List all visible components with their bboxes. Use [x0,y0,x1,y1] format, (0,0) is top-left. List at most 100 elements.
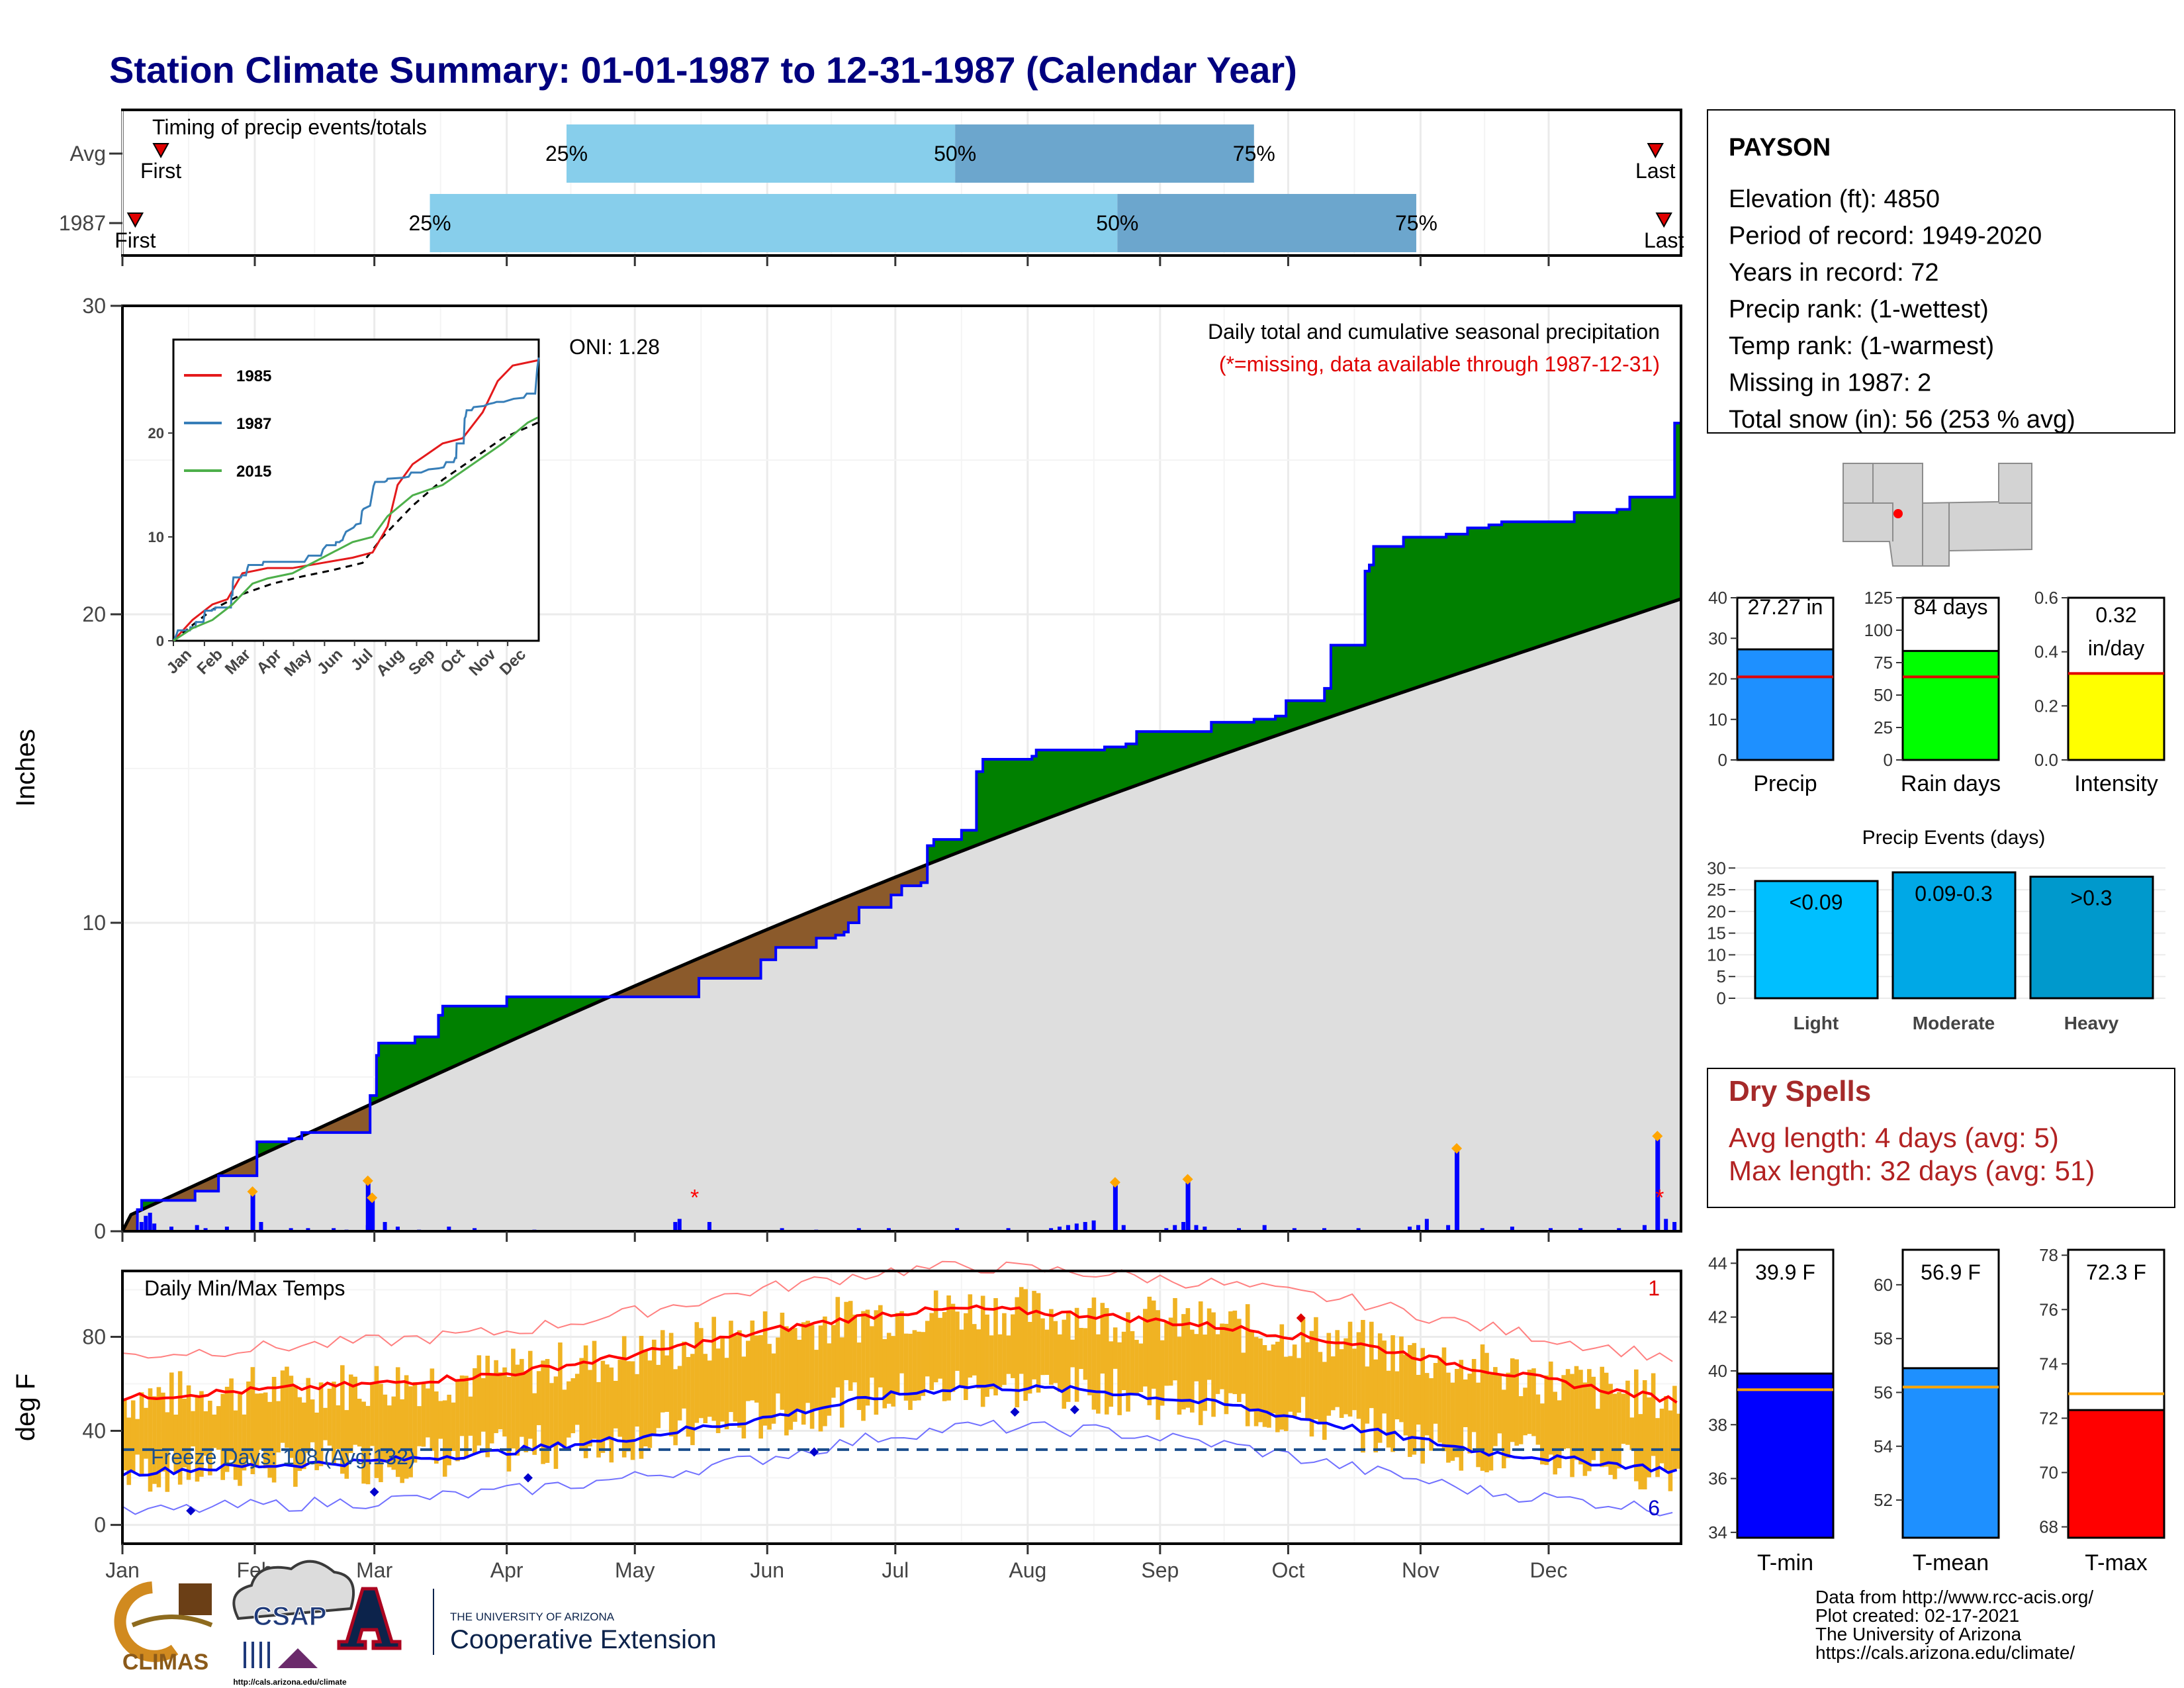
daily-precip-bar [447,1227,451,1231]
daily-temp-bar [942,1312,947,1401]
daily-temp-bar [527,1350,533,1439]
summary-bar-xlabel: Intensity [2074,771,2158,796]
inset-normal-line [173,422,539,642]
daily-temp-bar [340,1365,345,1474]
daily-temp-bar [1032,1291,1036,1380]
daily-temp-bar [289,1376,294,1458]
daily-temp-bar [1441,1347,1447,1452]
daily-temp-bar [182,1398,187,1468]
daily-temp-bar [929,1313,934,1390]
daily-temp-bar [673,1369,678,1446]
temp-ytick-label: 74 [2039,1354,2058,1374]
events-title: Precip Events (days) [1862,827,2046,849]
temp-ytick-label: 78 [2039,1245,2058,1265]
daily-temp-bar [758,1335,763,1439]
daily-temp-bar [1130,1331,1135,1395]
daily-temp-bar [908,1333,913,1410]
daily-temp-bar [1386,1370,1391,1448]
first-event-label: First [140,159,181,183]
daily-temp-bar [1253,1336,1259,1427]
daily-temp-bar [473,1368,477,1454]
month-label: Apr [490,1558,523,1582]
daily-precip-bar [203,1228,208,1231]
daily-temp-bar [468,1396,473,1436]
daily-temp-bar [797,1339,802,1411]
daily-precip-bar [1424,1219,1429,1231]
daily-temp-bar [1476,1382,1480,1468]
daily-temp-bar [536,1371,541,1425]
month-label: Oct [1272,1558,1305,1582]
daily-temp-bar [430,1368,435,1451]
daily-precip-bar [169,1227,173,1231]
month-label: Sep [1141,1558,1179,1582]
events-ytick-label: 20 [1707,902,1726,921]
daily-temp-bar [332,1382,336,1465]
daily-temp-bar [1365,1366,1370,1424]
daily-temp-bar [1433,1363,1438,1424]
temp-ytick-label: 40 [82,1419,106,1443]
daily-temp-bar [1488,1374,1494,1471]
daily-temp-bar [177,1371,183,1485]
daily-temp-bar [1300,1319,1306,1397]
daily-temp-bar [523,1371,529,1452]
daily-precip-bar [1203,1227,1207,1231]
daily-temp-bar [1574,1366,1579,1460]
daily-temp-bar [805,1321,810,1403]
daily-temp-bar [677,1366,682,1421]
daily-temp-bar [1608,1383,1613,1476]
daily-temp-bar [186,1385,191,1480]
daily-precip-bar [1672,1222,1677,1231]
daily-temp-bar [1510,1358,1515,1442]
inset-ytick-label: 0 [156,633,164,649]
daily-temp-bar [861,1311,866,1421]
timing-bar-25-50 [567,124,956,183]
summary-bar-value: 27.27 in [1748,595,1823,619]
daily-temp-bar [1160,1340,1165,1406]
daily-temp-bar [1455,1369,1459,1458]
daily-temp-bar [1535,1394,1541,1445]
temp-bar [2067,1409,2165,1539]
daily-temp-bar [1109,1341,1114,1407]
daily-temp-bar [1143,1309,1148,1387]
daily-temp-bar [1651,1373,1656,1456]
daily-temp-bar [1330,1356,1336,1411]
daily-temp-bar [814,1350,819,1410]
summary-ytick-label: 30 [1708,628,1727,648]
daily-temp-bar [1275,1341,1280,1432]
temp-ytick-label: 72 [2039,1408,2058,1428]
daily-temp-bar [823,1316,827,1427]
temp-ytick-label: 44 [1708,1253,1727,1273]
first-event-label: First [114,228,156,252]
daily-temp-bar [801,1322,806,1425]
daily-temp-bar [997,1334,1003,1387]
summary-bar-unit: in/day [2088,636,2144,660]
daily-temp-bar [1429,1378,1433,1451]
daily-precip-bar [780,1228,784,1231]
daily-temp-bar [1382,1340,1387,1414]
daily-precip-bar [139,1222,144,1231]
daily-temp-bar [169,1372,174,1449]
temp-ytick-label: 42 [1708,1307,1727,1327]
daily-temp-bar [626,1361,631,1452]
daily-temp-bar [426,1388,430,1438]
timing-row-label: Avg [69,142,106,165]
daily-temp-bar [848,1301,853,1391]
daily-temp-bar [1232,1310,1238,1395]
daily-temp-bar [195,1396,200,1482]
credit-line: Data from http://www.rcc-acis.org/ [1815,1587,2093,1607]
daily-temp-bar [737,1330,742,1428]
record-low-marker [1069,1405,1079,1415]
month-label: Nov [1402,1558,1439,1582]
daily-temp-bar [238,1393,242,1486]
daily-temp-bar [652,1339,657,1435]
daily-temp-bar [720,1336,725,1422]
daily-temp-bar [921,1332,926,1396]
daily-temp-bar [1250,1331,1254,1412]
normal-precip-area [122,598,1681,1231]
daily-temp-bar [455,1381,460,1462]
daily-precip-bar [1548,1228,1553,1231]
daily-precip-bar [1049,1228,1054,1231]
daily-temp-bar [1412,1342,1417,1455]
daily-precip-bar [673,1222,678,1231]
daily-temp-bar [224,1386,230,1472]
